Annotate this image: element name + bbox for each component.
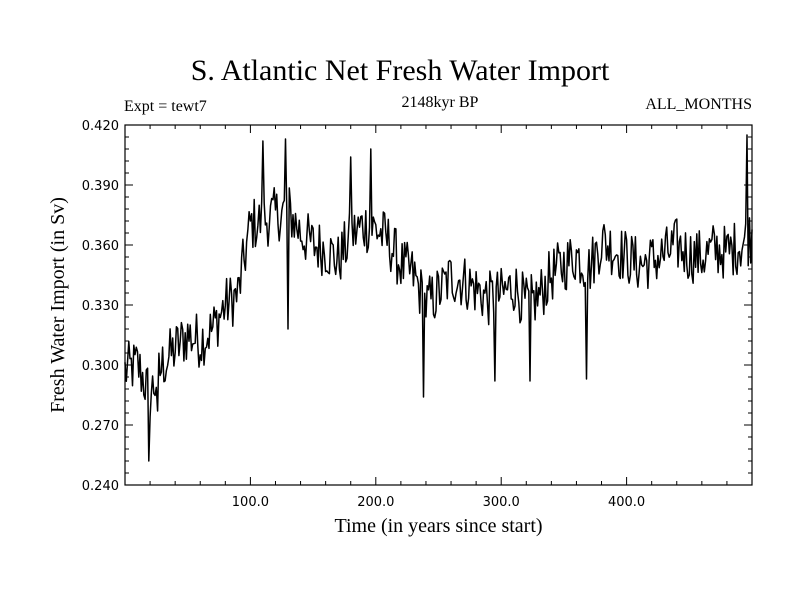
y-tick-label: 0.420 — [82, 119, 119, 134]
tick-labels: 0.240 0.270 0.300 0.330 0.360 0.390 0.420 100.0… — [82, 119, 645, 510]
experiment-label: Expt = tewt7 — [124, 98, 207, 115]
months-label: ALL_MONTHS — [645, 96, 752, 113]
tick-marks — [125, 124, 752, 486]
x-tick-label: 100.0 — [232, 495, 269, 510]
y-tick-label: 0.270 — [82, 419, 119, 434]
series-line — [124, 134, 753, 462]
series-layer — [124, 134, 753, 462]
y-axis-label: Fresh Water Import (in Sv) — [47, 197, 69, 413]
plot-frame — [124, 124, 753, 486]
x-tick-label: 300.0 — [483, 495, 520, 510]
y-tick-label: 0.330 — [82, 299, 119, 314]
x-axis-label: Time (in years since start) — [334, 515, 542, 537]
chart-title: S. Atlantic Net Fresh Water Import — [190, 54, 610, 87]
y-tick-label: 0.360 — [82, 239, 119, 254]
period-label: 2148kyr BP — [401, 94, 479, 111]
y-tick-label: 0.240 — [82, 479, 119, 494]
y-tick-label: 0.390 — [82, 179, 119, 194]
x-tick-label: 400.0 — [608, 495, 645, 510]
y-tick-label: 0.300 — [82, 359, 119, 374]
x-tick-label: 200.0 — [357, 495, 394, 510]
